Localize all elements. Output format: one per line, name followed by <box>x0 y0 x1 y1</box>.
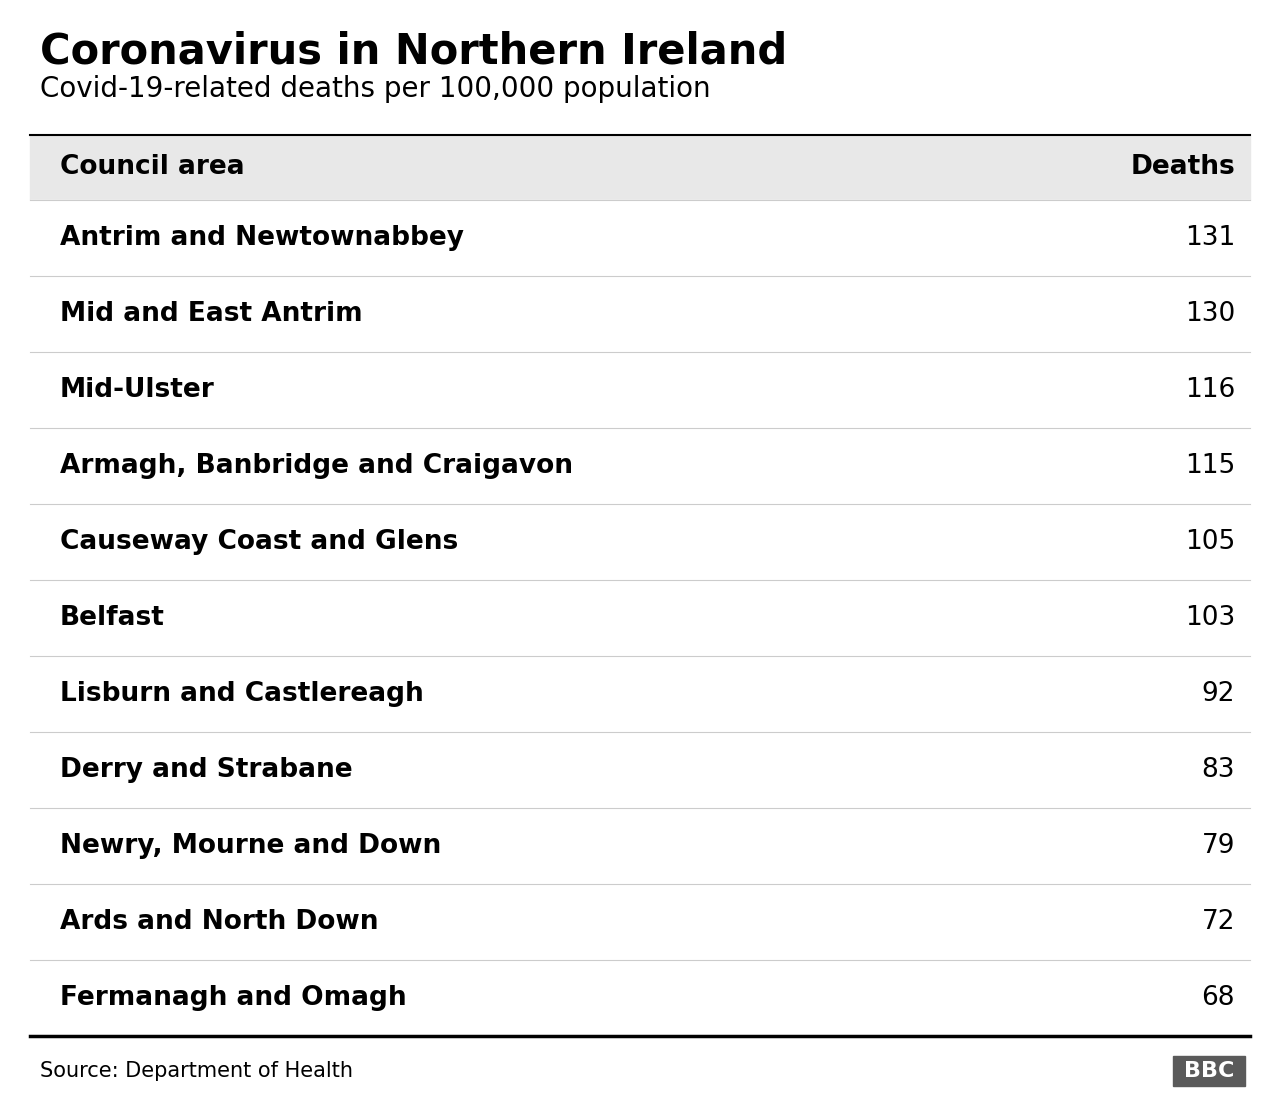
Text: 103: 103 <box>1185 605 1235 631</box>
Bar <box>29 656 1251 732</box>
Text: Ards and North Down: Ards and North Down <box>60 909 379 935</box>
Text: 72: 72 <box>1202 909 1235 935</box>
Bar <box>29 200 1251 276</box>
Bar <box>29 276 1251 352</box>
Bar <box>29 352 1251 428</box>
Text: BBC: BBC <box>1184 1061 1234 1081</box>
Bar <box>29 732 1251 808</box>
Bar <box>29 808 1251 884</box>
Text: Mid and East Antrim: Mid and East Antrim <box>60 301 362 327</box>
Text: Fermanagh and Omagh: Fermanagh and Omagh <box>60 984 407 1011</box>
Text: 131: 131 <box>1185 225 1235 251</box>
Bar <box>29 884 1251 960</box>
Text: 83: 83 <box>1202 757 1235 783</box>
Text: Source: Department of Health: Source: Department of Health <box>40 1061 353 1081</box>
Text: Coronavirus in Northern Ireland: Coronavirus in Northern Ireland <box>40 30 787 72</box>
Text: Causeway Coast and Glens: Causeway Coast and Glens <box>60 529 458 556</box>
Bar <box>29 580 1251 656</box>
Text: Mid-Ulster: Mid-Ulster <box>60 377 215 403</box>
Text: Armagh, Banbridge and Craigavon: Armagh, Banbridge and Craigavon <box>60 452 573 479</box>
Text: Derry and Strabane: Derry and Strabane <box>60 757 352 783</box>
Bar <box>29 428 1251 504</box>
Text: 105: 105 <box>1185 529 1235 556</box>
Text: Antrim and Newtownabbey: Antrim and Newtownabbey <box>60 225 465 251</box>
Text: Lisburn and Castlereagh: Lisburn and Castlereagh <box>60 681 424 707</box>
Text: 79: 79 <box>1202 833 1235 859</box>
Text: 130: 130 <box>1185 301 1235 327</box>
Text: 68: 68 <box>1202 984 1235 1011</box>
Bar <box>29 504 1251 580</box>
Text: 92: 92 <box>1202 681 1235 707</box>
Text: 116: 116 <box>1185 377 1235 403</box>
Text: 115: 115 <box>1185 452 1235 479</box>
Text: Belfast: Belfast <box>60 605 165 631</box>
Bar <box>1172 1056 1245 1086</box>
Bar <box>29 960 1251 1036</box>
Bar <box>29 136 1251 200</box>
Text: Council area: Council area <box>60 155 244 180</box>
Text: Covid-19-related deaths per 100,000 population: Covid-19-related deaths per 100,000 popu… <box>40 75 710 103</box>
Text: Deaths: Deaths <box>1130 155 1235 180</box>
Text: Newry, Mourne and Down: Newry, Mourne and Down <box>60 833 442 859</box>
